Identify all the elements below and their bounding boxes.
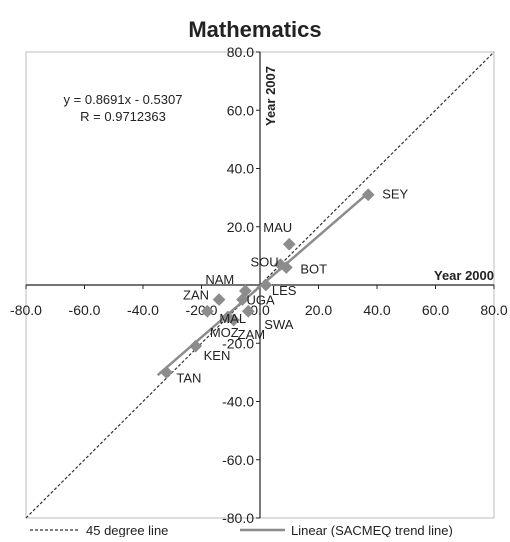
y-tick-label: 40.0 (227, 161, 254, 177)
x-tick-label: -60.0 (69, 302, 101, 318)
y-tick-label: -60.0 (222, 452, 254, 468)
point-label-swa: SWA (264, 317, 293, 332)
data-point-sey (361, 188, 375, 202)
x-tick-label: 80.0 (480, 302, 507, 318)
legend-label-trend: Linear (SACMEQ trend line) (291, 523, 453, 537)
point-label-zam: ZAM (238, 327, 265, 342)
data-point-mau (282, 237, 296, 251)
x-tick-label: 20.0 (305, 302, 332, 318)
point-label-ken: KEN (204, 348, 231, 363)
data-point-mal (200, 304, 214, 318)
data-point-tan (160, 366, 173, 379)
y-tick-label: -40.0 (222, 394, 254, 410)
point-label-zan: ZAN (183, 288, 209, 303)
data-point-swa (241, 304, 255, 318)
y-tick-label: -80.0 (222, 510, 254, 526)
point-label-nam: NAM (205, 272, 234, 287)
point-label-mau: MAU (263, 220, 292, 235)
chart-title: Mathematics (188, 17, 321, 42)
x-tick-label: -20.0 (186, 302, 218, 318)
data-point-sou (274, 258, 287, 271)
y-tick-label: 80.0 (227, 44, 254, 60)
point-label-sou: SOU (250, 255, 278, 270)
data-point-les (259, 278, 273, 292)
point-label-bot: BOT (300, 262, 327, 277)
x-tick-label: 60.0 (422, 302, 449, 318)
x-tick-label: -40.0 (127, 302, 159, 318)
data-point-uga (236, 293, 249, 306)
y-tick-label: -20.0 (222, 335, 254, 351)
correlation-r: R = 0.9712363 (80, 109, 166, 124)
x-axis-label: Year 2000 (434, 268, 494, 283)
trend-equation: y = 0.8691x - 0.5307 (64, 92, 183, 107)
x-tick-label: -80.0 (10, 302, 42, 318)
data-point-ken (189, 339, 203, 353)
legend: 45 degree line Linear (SACMEQ trend line… (30, 523, 453, 538)
y-tick-label: 20.0 (227, 219, 254, 235)
y-tick-label: 60.0 (227, 102, 254, 118)
point-label-uga: UGA (246, 293, 275, 308)
legend-label-reference: 45 degree line (86, 523, 168, 537)
point-label-les: LES (272, 283, 297, 298)
point-label-moz: MOZ (210, 325, 239, 340)
data-point-zan (212, 293, 226, 306)
x-tick-label: 0.0 (250, 302, 270, 318)
data-point-zam (227, 313, 241, 327)
point-label-mal: MAL (219, 311, 246, 326)
y-axis-label: Year 2007 (263, 66, 278, 126)
x-tick-label: 40.0 (363, 302, 390, 318)
point-label-tan: TAN (176, 370, 201, 385)
point-label-sey: SEY (382, 187, 408, 202)
